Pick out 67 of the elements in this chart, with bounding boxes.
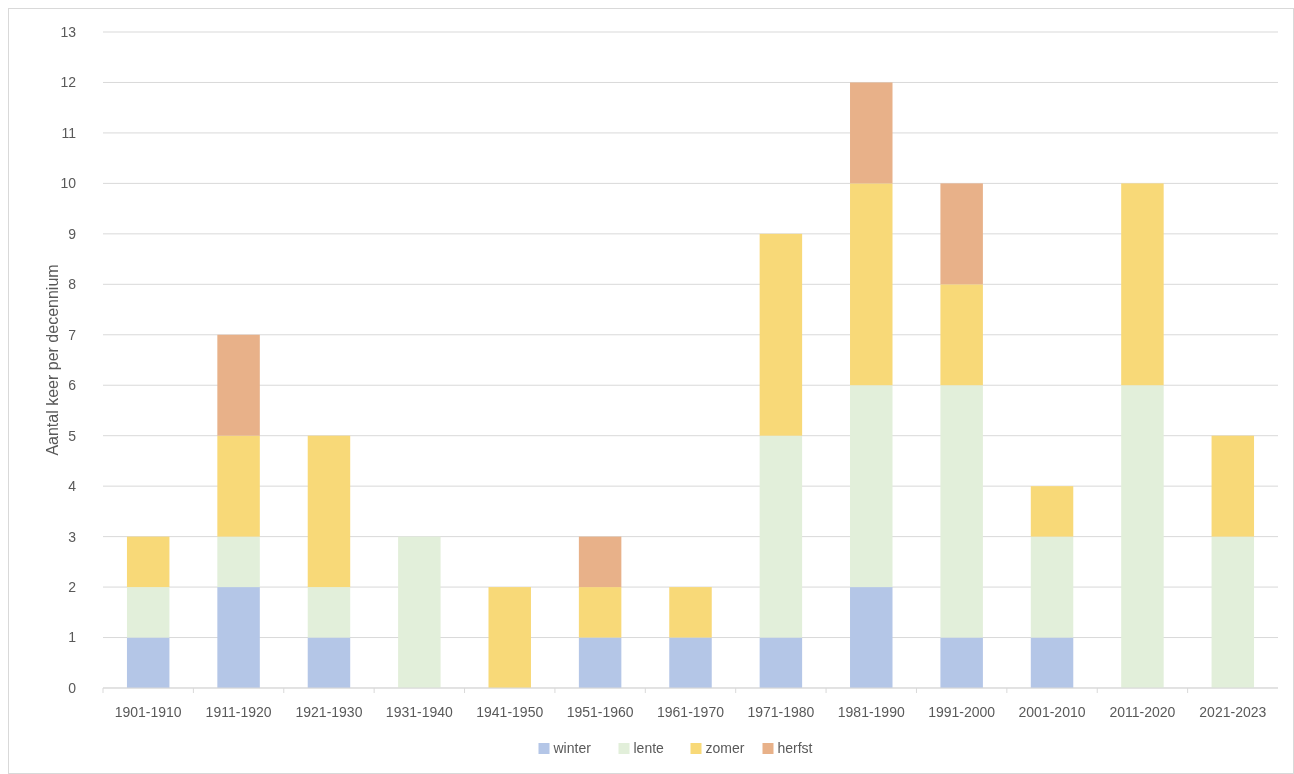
x-tick-label: 2011-2020	[1109, 704, 1176, 720]
bar	[1030, 637, 1074, 688]
legend-label: winter	[552, 740, 592, 756]
x-tick-label: 1971-1980	[747, 704, 815, 720]
x-tick-label: 1901-1910	[114, 704, 182, 720]
bar	[126, 587, 170, 638]
y-tick-label: 4	[68, 478, 77, 495]
bar	[1211, 536, 1255, 688]
bar	[669, 637, 712, 688]
bar	[217, 587, 260, 688]
legend-label: herfst	[777, 740, 813, 756]
bar	[217, 435, 260, 537]
x-tick-label: 1981-1990	[837, 704, 905, 720]
bar	[940, 183, 983, 285]
y-tick-label: 9	[68, 225, 77, 242]
bar	[126, 637, 170, 688]
bar	[1211, 435, 1255, 537]
y-tick-label: 10	[60, 175, 77, 192]
bar	[850, 587, 893, 688]
bar	[759, 637, 803, 688]
x-tick-label: 2021-2023	[1199, 704, 1267, 720]
bar	[307, 435, 351, 588]
x-tick-label: 1951-1960	[566, 704, 634, 720]
x-tick-label: 1911-1920	[205, 704, 272, 720]
x-tick-label: 1941-1950	[476, 704, 544, 720]
bar	[669, 587, 712, 638]
legend-label: lente	[633, 740, 665, 756]
bar	[307, 637, 351, 688]
bar	[126, 536, 170, 588]
y-axis-title: Aantal keer per decennium	[44, 264, 61, 456]
legend-label: zomer	[705, 740, 745, 756]
y-tick-label: 3	[68, 528, 77, 545]
y-tick-label: 12	[60, 74, 77, 91]
y-tick-label: 1	[68, 629, 77, 646]
y-tick-label: 2	[68, 578, 77, 595]
y-tick-label: 6	[68, 377, 77, 394]
x-tick-label: 1961-1970	[657, 704, 725, 720]
bar	[850, 82, 893, 184]
y-tick-label: 11	[61, 124, 77, 141]
y-tick-label: 13	[60, 23, 77, 40]
bar	[1121, 183, 1164, 386]
bar	[850, 183, 893, 386]
bar	[578, 637, 622, 688]
bar	[307, 587, 351, 638]
bar	[398, 536, 441, 688]
bar	[940, 284, 983, 386]
bar	[578, 536, 622, 588]
bar	[1030, 486, 1074, 537]
bar	[217, 536, 260, 588]
bar	[578, 587, 622, 638]
bar	[1030, 536, 1074, 638]
y-tick-label: 0	[68, 679, 77, 696]
x-tick-label: 1991-2000	[928, 704, 996, 720]
bar	[759, 233, 803, 436]
y-tick-label: 7	[68, 326, 77, 343]
bar	[488, 587, 531, 688]
bar	[850, 385, 893, 588]
y-tick-label: 5	[68, 427, 77, 444]
x-tick-label: 2001-2010	[1018, 704, 1086, 720]
bar	[217, 334, 260, 436]
x-tick-label: 1931-1940	[385, 704, 454, 720]
bar	[940, 385, 983, 638]
y-tick-label: 8	[68, 276, 77, 293]
bar	[1121, 385, 1164, 688]
bar	[940, 637, 983, 688]
bar	[759, 435, 803, 638]
x-tick-label: 1921-1930	[295, 704, 363, 720]
